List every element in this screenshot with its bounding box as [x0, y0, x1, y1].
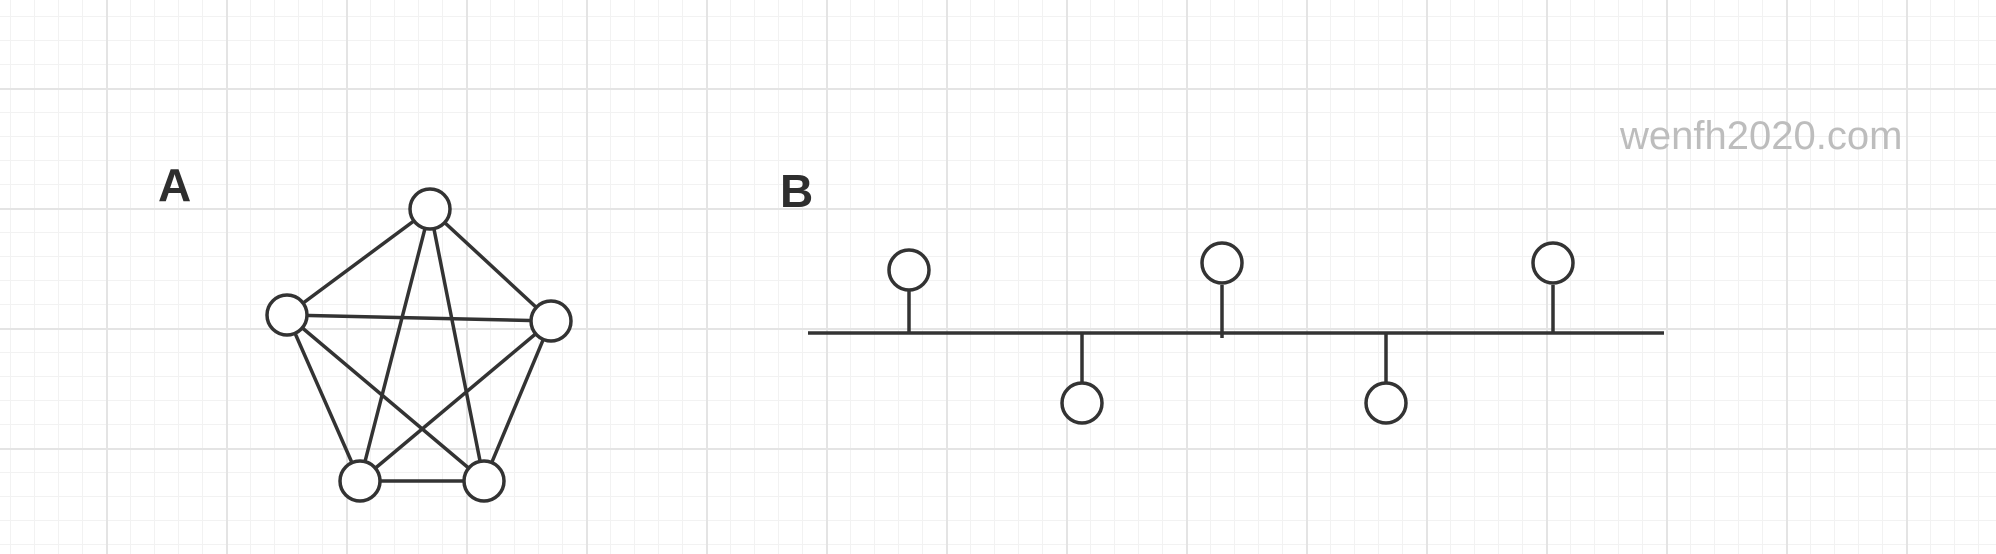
bus-node [1202, 243, 1242, 283]
bus-node [1062, 383, 1102, 423]
bus-node [889, 250, 929, 290]
bus-node [1366, 383, 1406, 423]
bus-node [1533, 243, 1573, 283]
